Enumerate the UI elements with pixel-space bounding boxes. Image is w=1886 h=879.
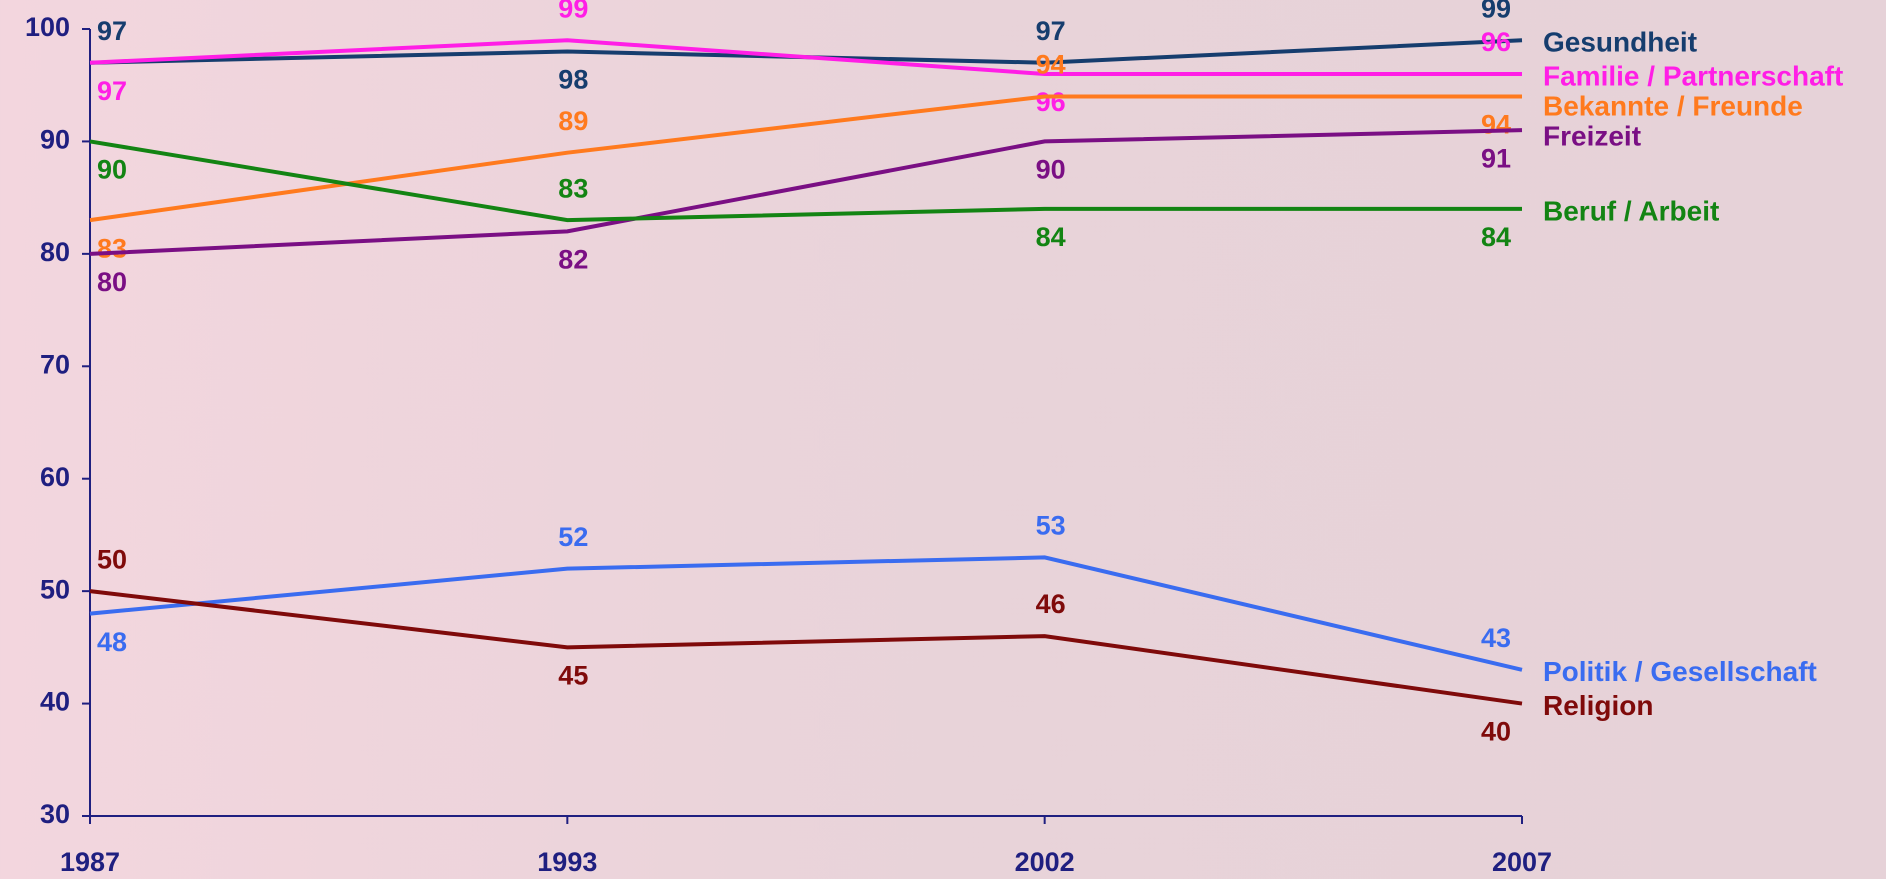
y-tick-label: 60 (40, 462, 70, 492)
legend-label: Gesundheit (1543, 27, 1697, 58)
data-label: 97 (97, 76, 127, 106)
series-line (89, 128, 1523, 256)
y-tick-label: 30 (40, 799, 70, 829)
data-label: 45 (558, 660, 588, 690)
series-line (89, 555, 1523, 672)
y-tick-label: 90 (40, 125, 70, 155)
legend-label: Freizeit (1543, 120, 1641, 151)
data-label: 43 (1481, 623, 1511, 653)
data-label: 90 (1036, 155, 1066, 185)
data-label: 52 (558, 522, 588, 552)
data-label: 94 (1036, 50, 1066, 80)
data-label: 40 (1481, 717, 1511, 747)
y-tick-label: 80 (40, 237, 70, 267)
legend-label: Religion (1543, 690, 1653, 721)
x-tick-label: 1987 (60, 847, 120, 877)
legend-label: Politik / Gesellschaft (1543, 656, 1817, 687)
data-label: 80 (97, 267, 127, 297)
data-label: 83 (97, 233, 127, 263)
data-label: 89 (558, 106, 588, 136)
data-label: 84 (1481, 222, 1511, 252)
data-label: 82 (558, 244, 588, 274)
data-label: 48 (97, 627, 127, 657)
data-label: 99 (1481, 0, 1511, 23)
legend-label: Familie / Partnerschaft (1543, 60, 1843, 91)
data-label: 46 (1036, 589, 1066, 619)
y-tick-label: 100 (25, 12, 70, 42)
data-label: 94 (1481, 110, 1511, 140)
data-label: 99 (558, 0, 588, 23)
data-label: 97 (97, 16, 127, 46)
data-label: 90 (97, 155, 127, 185)
data-label: 96 (1036, 87, 1066, 117)
legend-label: Bekannte / Freunde (1543, 90, 1803, 121)
x-tick-label: 2007 (1492, 847, 1552, 877)
data-label: 97 (1036, 16, 1066, 46)
series-line (89, 589, 1523, 706)
data-label: 91 (1481, 143, 1511, 173)
y-tick-label: 50 (40, 574, 70, 604)
y-tick-label: 40 (40, 687, 70, 717)
data-label: 50 (97, 544, 127, 574)
data-label: 98 (558, 65, 588, 95)
series-line (89, 139, 1522, 223)
data-label: 84 (1036, 222, 1066, 252)
x-tick-label: 1993 (537, 847, 597, 877)
data-label: 96 (1481, 27, 1511, 57)
data-label: 53 (1036, 511, 1066, 541)
x-tick-label: 2002 (1015, 847, 1075, 877)
legend-label: Beruf / Arbeit (1543, 195, 1719, 226)
y-tick-label: 70 (40, 349, 70, 379)
series-line (89, 38, 1522, 76)
data-label: 83 (558, 173, 588, 203)
series-line (89, 94, 1522, 223)
